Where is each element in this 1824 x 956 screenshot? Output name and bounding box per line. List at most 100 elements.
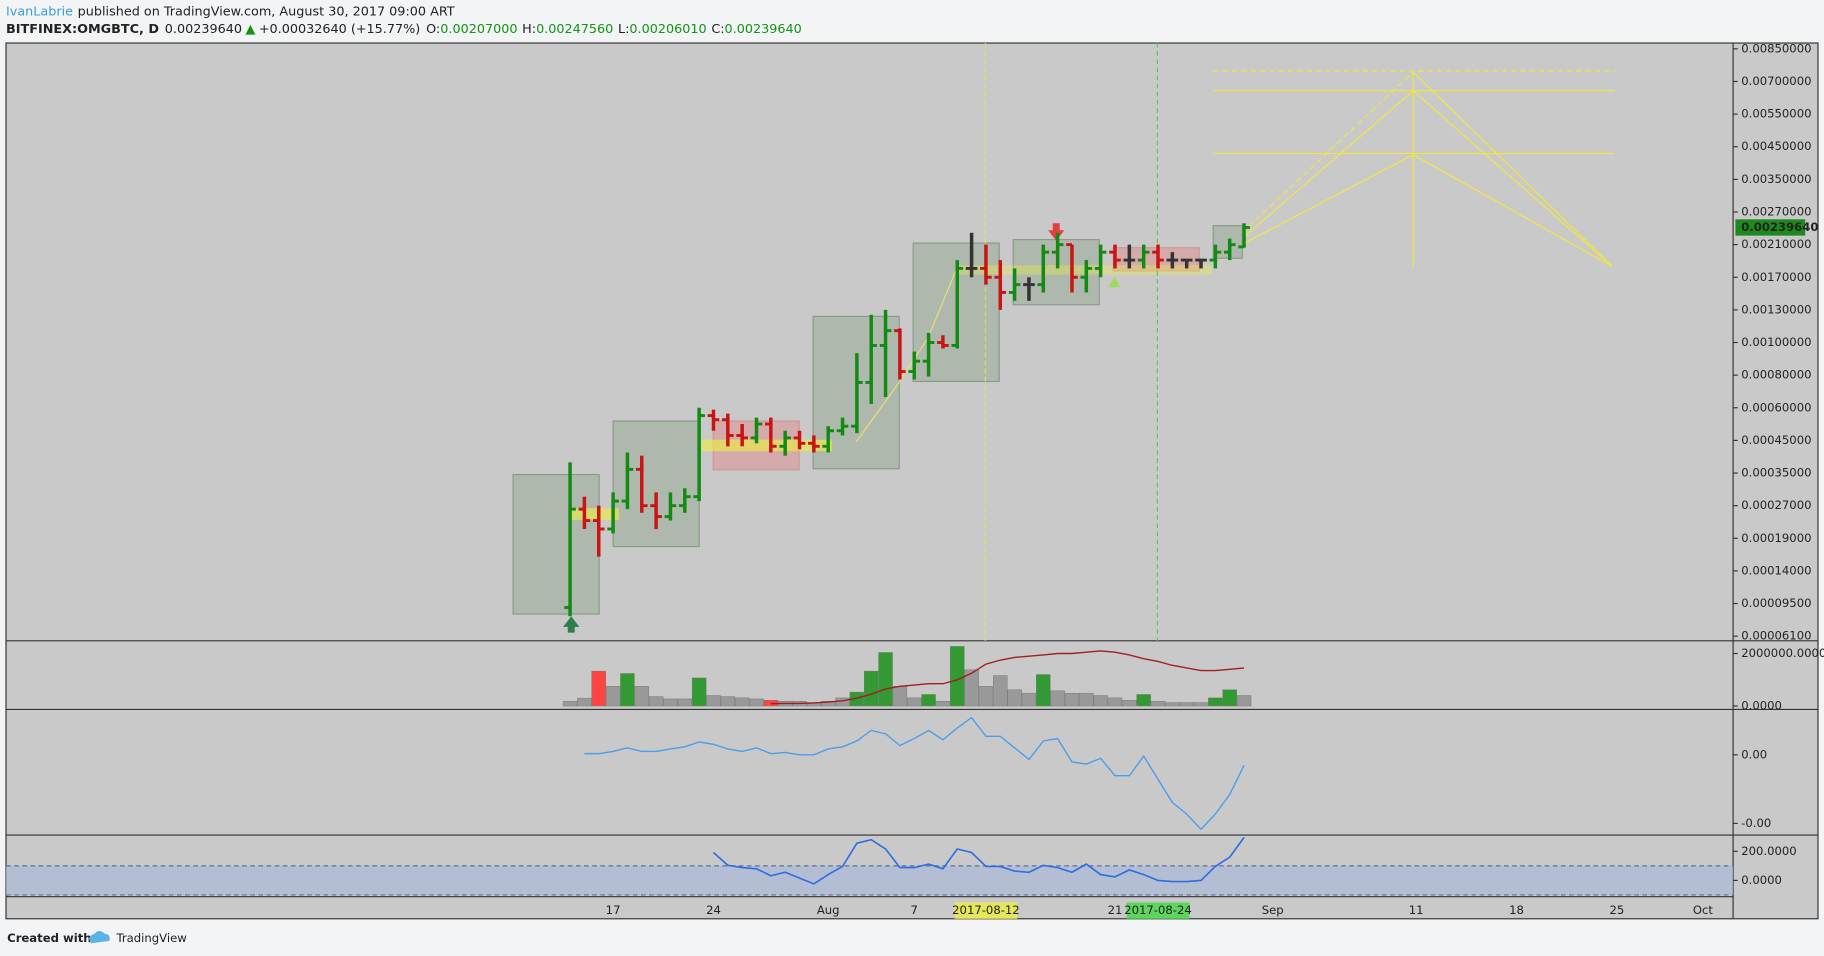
projection-line (1242, 154, 1414, 245)
y-tick-label: 0.00130000 (1741, 302, 1811, 316)
volume-bar (1136, 694, 1151, 707)
box (512, 473, 600, 615)
y-tick-label: 0.00 (1741, 747, 1767, 761)
volume-bar (878, 652, 893, 707)
volume-bar (1222, 689, 1237, 707)
highlight (570, 508, 619, 520)
volume-bar (935, 701, 951, 707)
date-highlight (1126, 902, 1190, 919)
projection (1213, 70, 1615, 267)
projection-line (1412, 71, 1613, 267)
x-tick-label: 7 (911, 903, 918, 917)
volume-bar (620, 673, 635, 707)
y-tick-label: 0.00100000 (1741, 335, 1811, 349)
author-link[interactable]: IvanLabrie (6, 4, 73, 19)
volume-bar (820, 701, 836, 707)
y-tick-label: 0.00210000 (1741, 237, 1811, 251)
volume-bar (892, 686, 908, 707)
c-label: C: (711, 22, 724, 37)
close: 0.00239640 (725, 22, 802, 37)
volume-bar (907, 697, 922, 707)
y-tick-label: -0.00 (1741, 816, 1771, 830)
volume-bar (1036, 674, 1051, 707)
projection-line (1241, 71, 1414, 234)
volume-bar (1179, 702, 1194, 707)
footer-created: Created with (7, 931, 91, 945)
y-tick-label: 0.00019000 (1741, 531, 1811, 545)
projection-line (1412, 90, 1613, 267)
volume-bar (706, 695, 721, 707)
last-price-badge (1735, 219, 1806, 236)
volume-bar (749, 698, 764, 707)
x-tick-label: Oct (1693, 903, 1714, 917)
l-label: L: (618, 22, 629, 37)
o-label: O: (426, 22, 440, 37)
volume-bar (634, 686, 649, 707)
highlight (701, 439, 832, 452)
volume-bar (734, 697, 750, 707)
oscillator-line (584, 716, 1245, 831)
volume-bar (562, 701, 578, 707)
volume-bar (1193, 702, 1209, 707)
open: 0.00207000 (440, 22, 517, 37)
volume-ma (770, 650, 1245, 705)
y-tick-label: 0.00027000 (1741, 498, 1811, 512)
footer-brand[interactable]: TradingView (115, 931, 187, 945)
projection-line (1412, 154, 1613, 267)
publish-line: IvanLabrie published on TradingView.com, … (6, 4, 455, 19)
y-tick-label: 0.00080000 (1741, 368, 1811, 382)
x-tick-label: Aug (817, 903, 840, 917)
y-tick-label: 0.00700000 (1741, 74, 1811, 88)
volume-bar (1236, 695, 1252, 707)
x-tick-label: 18 (1509, 903, 1524, 917)
symbol: BITFINEX:OMGBTC, D (6, 22, 159, 37)
volume-bar (1064, 692, 1080, 707)
volume-bar (1122, 700, 1137, 707)
y-tick-label: 0.00270000 (1741, 204, 1811, 218)
x-tick-label: 21 (1108, 903, 1123, 917)
x-tick-label: 2017-08-12 (952, 903, 1020, 917)
marker (1108, 276, 1121, 288)
last-price-label: 0.00239640 (1741, 220, 1818, 234)
volume-bar (1079, 692, 1094, 707)
y-tick-label: 0.00060000 (1741, 400, 1811, 414)
volume-bar (950, 646, 965, 707)
y-tick-label: 0.00035000 (1741, 466, 1811, 480)
volume-bar (1150, 701, 1166, 707)
volume-bar (978, 686, 994, 707)
volume-bar (663, 698, 678, 707)
y-tick-label: 0.00170000 (1741, 270, 1811, 284)
x-tick-label: 2017-08-24 (1124, 903, 1192, 917)
low: 0.00206010 (629, 22, 706, 37)
chart-frame (5, 42, 1819, 920)
y-tick-label: 200.0000 (1741, 844, 1796, 858)
y-tick-label: 0.00450000 (1741, 139, 1811, 153)
cci-line (712, 836, 1245, 885)
volume-bar (921, 694, 936, 707)
logo (89, 930, 110, 944)
y-tick-label: 0.00850000 (1741, 41, 1811, 55)
volume-bar (1107, 697, 1123, 707)
volume-bar (1165, 702, 1180, 707)
last: 0.00239640 (165, 22, 242, 37)
volume-bar (720, 696, 736, 707)
volume-bar (577, 697, 592, 707)
arrow-down (1048, 223, 1065, 241)
highlight (956, 265, 1213, 275)
volume-bar (864, 670, 879, 707)
volume-bar (964, 669, 979, 707)
volume-bar (591, 670, 606, 707)
y-tick-label: 0.00014000 (1741, 563, 1811, 577)
high: 0.00247560 (536, 22, 613, 37)
y-tick-label: 0.00009500 (1741, 596, 1811, 610)
x-tick-label: 17 (606, 903, 621, 917)
projection-line (1241, 90, 1414, 239)
y-tick-label: 0.00350000 (1741, 172, 1811, 186)
volume-bar (691, 677, 707, 707)
arrow: ▲ (246, 22, 256, 37)
symbol-line: BITFINEX:OMGBTC, D 0.00239640 ▲ +0.00032640… (6, 22, 802, 37)
h-label: H: (522, 22, 536, 37)
x-tick-label: 25 (1609, 903, 1624, 917)
